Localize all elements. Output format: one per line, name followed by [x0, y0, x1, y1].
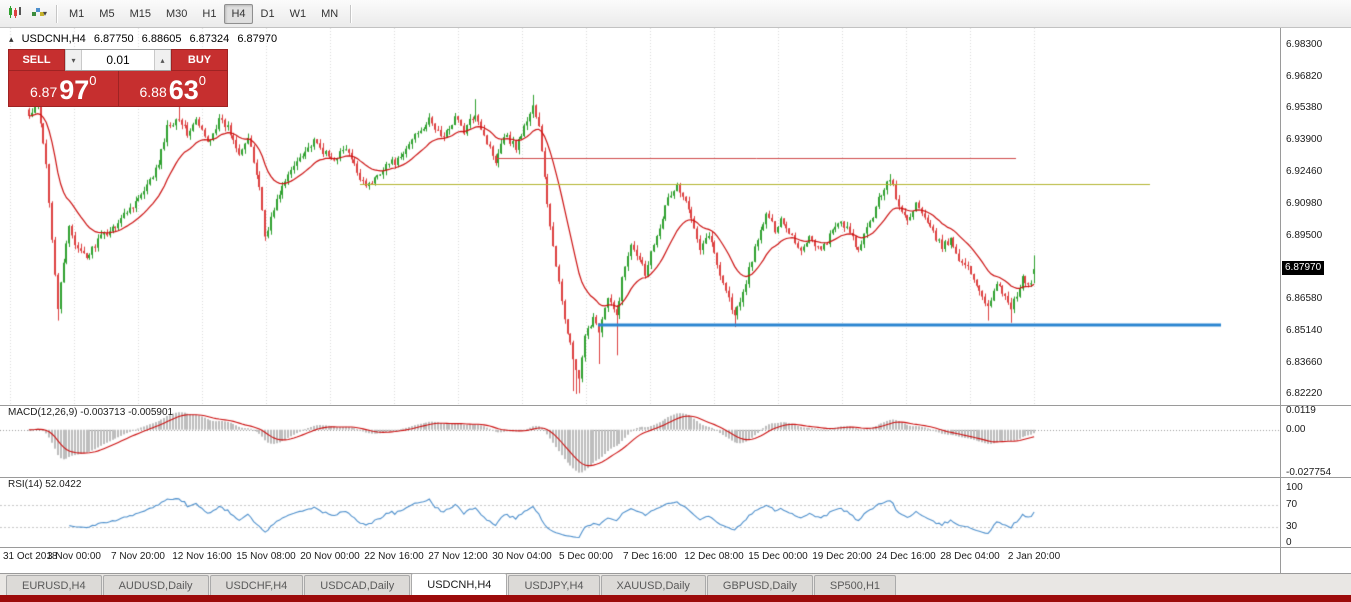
- rsi-scale-label: 70: [1286, 498, 1298, 510]
- price-scale-label: 6.90980: [1286, 197, 1323, 209]
- symbol-tab-xauusd[interactable]: XAUUSD,Daily: [600, 575, 706, 595]
- one-click-collapse-icon[interactable]: ▴: [9, 34, 14, 44]
- price-scale-label: 6.92460: [1286, 165, 1323, 177]
- rsi-scale-label: 0: [1286, 537, 1292, 548]
- ohlc-open: 6.87750: [93, 33, 134, 45]
- lot-decrease-button[interactable]: ▾: [65, 50, 82, 70]
- time-axis-label: 7 Nov 20:00: [111, 551, 165, 562]
- time-axis-label: 5 Dec 00:00: [559, 551, 613, 562]
- time-axis-label: 27 Nov 12:00: [428, 551, 488, 562]
- price-scale-label: 6.95380: [1286, 102, 1323, 114]
- toolbar-separator: [56, 4, 57, 23]
- timeframe-button-h4[interactable]: H4: [224, 3, 253, 24]
- macd-scale-label: 0.0119: [1286, 405, 1316, 417]
- symbol-tab-usdcad[interactable]: USDCAD,Daily: [304, 575, 411, 595]
- rsi-scale-label: 100: [1286, 482, 1303, 493]
- lot-increase-button[interactable]: ▴: [154, 50, 171, 70]
- time-axis-label: 24 Dec 16:00: [876, 551, 936, 562]
- time-axis-label: 15 Dec 00:00: [748, 551, 808, 562]
- timeframe-button-d1[interactable]: D1: [254, 4, 282, 24]
- buy-price-prefix: 6.88: [139, 84, 167, 100]
- indicators-icon-button[interactable]: ▾: [27, 3, 51, 24]
- time-axis-label: 31 Oct 2018: [3, 551, 58, 562]
- time-axis-label: 3 Nov 00:00: [47, 551, 101, 562]
- lot-size-input[interactable]: 0.01: [106, 53, 130, 67]
- price-scale-label: 6.89500: [1286, 229, 1323, 241]
- timeframe-button-m30[interactable]: M30: [159, 4, 194, 24]
- timeframe-button-m15[interactable]: M15: [123, 4, 158, 24]
- symbol-tab-audusd[interactable]: AUDUSD,Daily: [102, 575, 209, 595]
- timeframe-group: M1 M5 M15 M30 H1 H4 D1 W1 MN: [62, 3, 345, 24]
- buy-button[interactable]: BUY: [171, 49, 228, 71]
- window-bottom-strip: [0, 595, 1351, 602]
- chart-canvas[interactable]: [0, 28, 1280, 573]
- macd-scale-label: 0.00: [1286, 423, 1306, 435]
- ohlc-high: 6.88605: [141, 33, 182, 45]
- toolbar-separator: [350, 4, 352, 23]
- chart-ohlc-header: ▴ USDCNH,H4 6.87750 6.88605 6.87324 6.87…: [9, 33, 282, 45]
- rsi-header: RSI(14) 52.0422: [8, 479, 81, 490]
- pane-separator[interactable]: [0, 477, 1351, 478]
- pane-separator[interactable]: [0, 405, 1351, 406]
- symbol-tab-usdjpy[interactable]: USDJPY,H4: [508, 575, 600, 595]
- indicators-icon: [31, 5, 45, 22]
- price-scale-label: 6.93900: [1286, 134, 1323, 146]
- macd-header-text: MACD(12,26,9) -0.003713 -0.005901: [8, 407, 174, 418]
- top-toolbar: ▾ M1 M5 M15 M30 H1 H4 D1 W1 MN: [0, 0, 1351, 28]
- ohlc-low: 6.87324: [189, 33, 230, 45]
- price-scale-label: 6.82220: [1286, 387, 1323, 399]
- candlestick-chart-icon: [8, 5, 22, 22]
- one-click-trading-panel: SELL ▾ 0.01 ▴ BUY 6.87 97 0 6.88 63 0: [8, 49, 228, 107]
- sell-price[interactable]: 6.87 97 0: [9, 71, 118, 106]
- lot-size-control: ▾ 0.01 ▴: [65, 49, 171, 71]
- macd-header: MACD(12,26,9) -0.003713 -0.005901: [8, 407, 173, 418]
- time-axis-label: 22 Nov 16:00: [364, 551, 424, 562]
- time-axis-label: 19 Dec 20:00: [812, 551, 872, 562]
- rsi-header-text: RSI(14) 52.0422: [8, 479, 82, 490]
- ohlc-close: 6.87970: [237, 33, 278, 45]
- chevron-down-icon: ▾: [43, 9, 48, 18]
- symbol-tab-gbpusd[interactable]: GBPUSD,Daily: [706, 575, 813, 595]
- sell-price-prefix: 6.87: [29, 84, 58, 100]
- price-scale-label: 6.85140: [1286, 324, 1323, 336]
- timeframe-button-w1[interactable]: W1: [283, 4, 314, 24]
- time-axis-label: 12 Nov 16:00: [172, 551, 232, 562]
- price-scale-label: 6.96820: [1286, 71, 1323, 83]
- pane-separator: [0, 547, 1351, 548]
- time-axis-label: 7 Dec 16:00: [623, 551, 677, 562]
- time-axis-label: 2 Jan 20:00: [1007, 551, 1061, 562]
- scale-separator: [1280, 28, 1281, 573]
- symbol-tab-sp500[interactable]: SP500,H1: [813, 575, 897, 595]
- timeframe-button-mn[interactable]: MN: [314, 4, 345, 24]
- buy-price[interactable]: 6.88 63 0: [117, 71, 228, 106]
- symbol-tab-eurusd[interactable]: EURUSD,H4: [6, 575, 102, 595]
- chart-type-icon-button[interactable]: [3, 3, 27, 24]
- time-axis-label: 30 Nov 04:00: [492, 551, 552, 562]
- time-axis-label: 12 Dec 08:00: [684, 551, 744, 562]
- sell-price-sup: 0: [89, 73, 97, 88]
- time-axis-label: 28 Dec 04:00: [940, 551, 1000, 562]
- sell-button[interactable]: SELL: [8, 49, 65, 71]
- timeframe-button-m5[interactable]: M5: [92, 4, 121, 24]
- timeframe-button-m1[interactable]: M1: [62, 4, 91, 24]
- chart-tab-bar: EURUSD,H4 AUDUSD,Daily USDCHF,H4 USDCAD,Dai…: [0, 573, 1351, 595]
- sell-price-big: 97: [59, 75, 90, 105]
- symbol-tab-usdcnh[interactable]: USDCNH,H4: [411, 573, 508, 595]
- buy-price-sup: 0: [198, 73, 207, 88]
- price-scale-label: 6.86580: [1286, 293, 1323, 305]
- time-axis-label: 20 Nov 00:00: [300, 551, 360, 562]
- macd-scale-label: -0.027754: [1286, 466, 1332, 478]
- price-scale-label: 6.83660: [1286, 356, 1323, 368]
- timeframe-button-h1[interactable]: H1: [195, 4, 223, 24]
- symbol-tab-usdchf[interactable]: USDCHF,H4: [209, 575, 304, 595]
- rsi-scale-label: 30: [1286, 520, 1298, 532]
- price-scale-label: 6.98300: [1286, 38, 1323, 50]
- buy-price-big: 63: [168, 75, 199, 105]
- time-axis-label: 15 Nov 08:00: [236, 551, 296, 562]
- chart-symbol-label: USDCNH,H4: [21, 33, 86, 45]
- current-price-tag: 6.87970: [1282, 261, 1325, 276]
